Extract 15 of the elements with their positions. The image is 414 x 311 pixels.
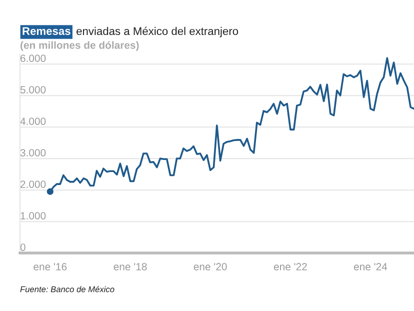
x-tick-label: ene '18 — [114, 262, 147, 270]
x-tick-label: ene '16 — [34, 262, 67, 270]
y-tick-label: 1.000 — [20, 212, 46, 220]
y-tick-label: 2.000 — [20, 180, 46, 188]
chart-subtitle: (en millones de dólares) — [20, 41, 139, 51]
x-tick-label: ene '20 — [194, 262, 227, 270]
x-tick-label: ene '22 — [274, 262, 307, 270]
source-note: Fuente: Banco de México — [20, 286, 114, 292]
y-tick-label: 0 — [20, 244, 26, 251]
y-tick-label: 6.000 — [20, 54, 46, 62]
y-tick-label: 3.000 — [20, 149, 46, 156]
chart-title: Remesas enviadas a México del extranjero — [22, 26, 238, 38]
x-tick-label: ene '24 — [354, 262, 388, 270]
y-tick-label: 5.000 — [20, 86, 46, 94]
y-tick-label: 4.000 — [20, 118, 46, 125]
